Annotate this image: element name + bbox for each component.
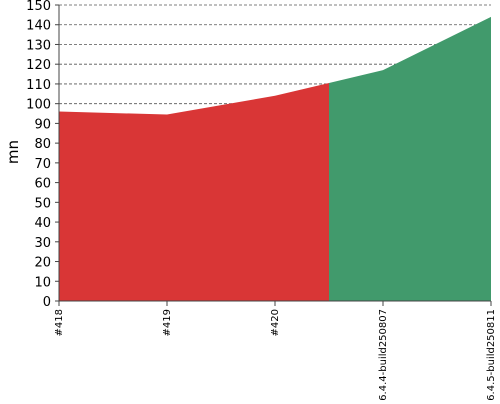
y-tick-label: 130 [26,38,51,53]
y-tick-label: 20 [34,256,51,271]
y-tick-label: 40 [34,216,51,231]
y-tick-labels: 0 10 20 30 40 50 60 70 80 90 100 110 120 130 140 150 [26,0,59,310]
y-tick-label: 100 [26,98,51,113]
x-tick-label: #419 [162,309,173,336]
y-tick-label: 140 [26,19,51,34]
area-series [59,16,491,302]
x-tick-label: 6.4.4-build250807 [378,309,389,400]
y-tick-label: 60 [34,177,51,192]
y-tick-label: 10 [34,275,51,290]
y-axis-title: mn [4,140,22,164]
y-tick-label: 0 [43,295,51,310]
x-tick-label: #420 [270,309,281,336]
y-tick-label: 50 [34,196,51,211]
y-tick-label: 30 [34,236,51,251]
area-segment-1 [59,82,329,301]
y-tick-label: 150 [26,0,51,14]
x-tick-label: #418 [54,309,65,336]
y-tick-label: 110 [26,78,51,93]
y-tick-label: 80 [34,137,51,152]
area-segment-2 [329,16,491,302]
x-tick-labels: #418 #419 #420 6.4.4-build250807 6.4.5-build… [54,301,497,401]
y-tick-label: 120 [26,58,51,73]
x-tick-label: 6.4.5-build250811 [486,309,497,400]
y-tick-label: 70 [34,157,51,172]
y-tick-label: 90 [34,117,51,132]
